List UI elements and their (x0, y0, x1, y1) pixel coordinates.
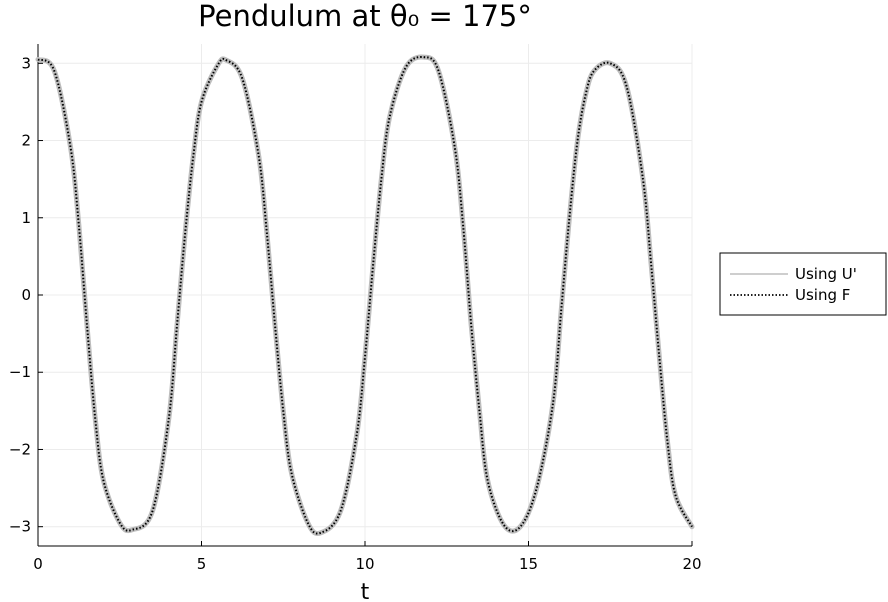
legend-label-1: Using U' (795, 265, 857, 283)
legend-box (719, 252, 887, 316)
y-tick-label: −2 (9, 440, 31, 458)
legend: Using U' Using F (719, 252, 887, 316)
x-ticks: 0 5 10 15 20 (33, 541, 702, 573)
x-tick-label: 20 (682, 555, 701, 573)
x-axis-label: t (361, 580, 370, 602)
y-tick-label: 0 (21, 286, 31, 304)
legend-label-2: Using F (795, 286, 850, 304)
x-tick-label: 15 (519, 555, 538, 573)
y-tick-label: 1 (21, 209, 31, 227)
grid (37, 44, 693, 546)
series-layer (35, 54, 695, 537)
chart-title: Pendulum at θ₀ = 175° (198, 0, 532, 33)
y-tick-label: 2 (21, 132, 31, 150)
x-tick-label: 0 (33, 555, 43, 573)
y-tick-label: −1 (9, 363, 31, 381)
x-tick-label: 10 (355, 555, 374, 573)
series-line-2 (37, 55, 693, 535)
x-tick-label: 5 (197, 555, 207, 573)
y-ticks: −3 −2 −1 0 1 2 3 (9, 54, 43, 536)
y-tick-label: 3 (21, 54, 31, 72)
y-tick-label: −3 (9, 518, 31, 536)
